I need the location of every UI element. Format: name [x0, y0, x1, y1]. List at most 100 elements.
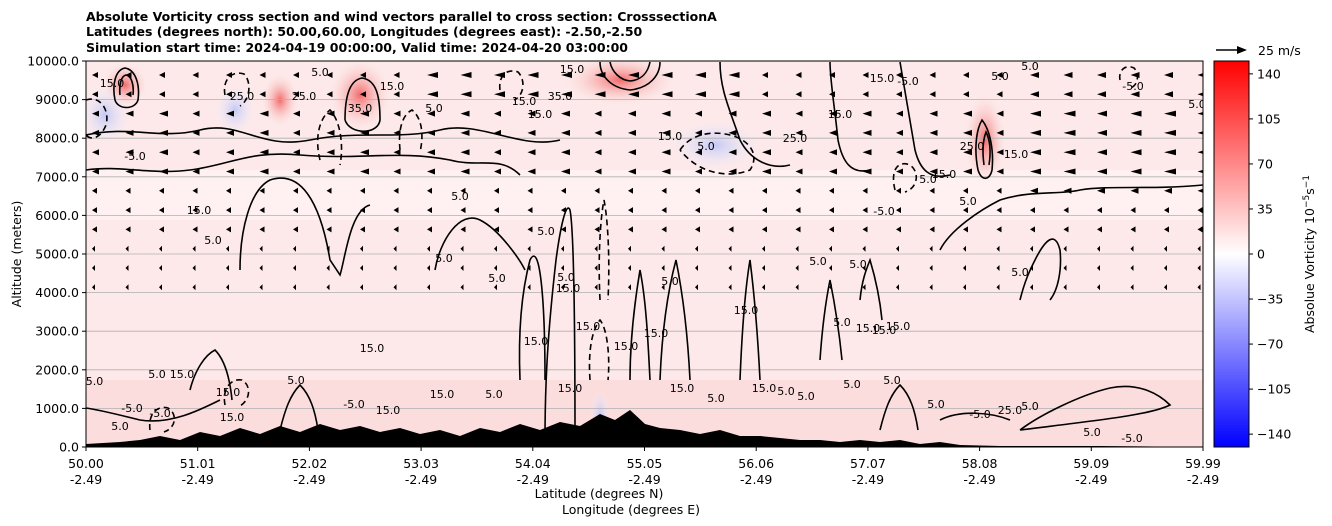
- y-tick-label: 0.0: [59, 440, 79, 455]
- wind-vector-arrow: [862, 129, 872, 136]
- wind-vector-arrow: [1030, 91, 1039, 98]
- wind-vector-arrow: [561, 284, 564, 291]
- wind-vector-arrow: [326, 187, 332, 194]
- contour-line-dashed: [588, 318, 610, 381]
- contour-label: 5.0: [843, 378, 861, 391]
- x-tick-label-lat: 59.09: [1073, 456, 1109, 471]
- wind-vector-arrow: [1130, 149, 1142, 156]
- wind-vector-arrow: [594, 226, 600, 233]
- wind-vector-arrow: [628, 226, 633, 233]
- contour-label: 5.0: [435, 252, 453, 265]
- wind-vector-arrow: [594, 187, 600, 194]
- wind-vector-arrow: [762, 226, 767, 233]
- wind-vector-arrow: [192, 245, 196, 252]
- contour-label: 5.0: [797, 390, 815, 403]
- vorticity-low-blob-55n: [670, 120, 760, 170]
- colorbar-tick-label: 35: [1257, 201, 1273, 216]
- wind-vector-arrow: [226, 72, 232, 78]
- wind-vector-arrow: [963, 284, 966, 291]
- contour-line: [86, 399, 221, 422]
- wind-vector-arrow: [527, 187, 533, 194]
- wind-vector-arrow: [159, 72, 165, 78]
- contour-label: -5.0: [149, 407, 170, 420]
- y-axis-ticks: 0.0 1000.0 2000.0 3000.0 4000.0 5000.0 6000.0 7…: [27, 54, 86, 455]
- x-tick-label-lon: -2.49: [293, 472, 325, 487]
- x-tick-label-lon: -2.49: [852, 472, 884, 487]
- wind-vector-arrow: [1197, 207, 1203, 214]
- wind-vector-arrow: [795, 129, 803, 136]
- wind-vector-arrow: [1130, 245, 1134, 252]
- wind-vector-arrow: [896, 72, 902, 78]
- wind-vector-arrow: [963, 245, 966, 252]
- contour-label: 5.0: [919, 173, 937, 186]
- wind-vector-arrow: [259, 72, 266, 78]
- wind-vector-arrow: [527, 265, 531, 271]
- wind-vector-arrow: [929, 245, 933, 252]
- wind-vector-arrow: [1197, 284, 1201, 291]
- wind-vector-arrow: [1063, 265, 1067, 271]
- wind-vector-arrow: [427, 187, 432, 194]
- wind-vector-arrow: [326, 207, 332, 214]
- wind-vector-arrow: [226, 91, 232, 98]
- contour-line: [659, 259, 691, 381]
- contour-line: [629, 269, 651, 381]
- contour-label: 5.0: [111, 420, 129, 433]
- wind-vector-arrow: [125, 265, 129, 271]
- wind-vector-arrow: [293, 187, 298, 194]
- contour-label: -5.0: [897, 75, 918, 88]
- x-tick-label-lon: -2.49: [1075, 472, 1107, 487]
- wind-vector-arrow: [393, 91, 400, 98]
- wind-vector-arrow: [192, 187, 198, 194]
- wind-vector-arrow: [1030, 284, 1033, 291]
- wind-vector-arrow: [1063, 226, 1069, 233]
- wind-vector-arrow: [896, 187, 901, 194]
- wind-vector-arrow: [862, 245, 866, 252]
- chart-title-line-3: Simulation start time: 2024-04-19 00:00:…: [86, 40, 628, 55]
- wind-vector-arrow: [762, 187, 767, 194]
- wind-vector-arrow: [728, 168, 737, 175]
- wind-vector-arrow: [326, 129, 335, 136]
- wind-vector-arrow: [494, 187, 499, 194]
- wind-vector-arrow: [561, 72, 572, 78]
- wind-vector-arrow: [1063, 187, 1072, 194]
- wind-vector-arrow: [1164, 129, 1176, 136]
- wind-vector-arrow: [92, 72, 98, 78]
- wind-vector-arrow: [795, 149, 803, 156]
- wind-vector-arrow: [393, 149, 401, 156]
- wind-vector-arrow: [929, 226, 935, 233]
- wind-vector-arrow: [92, 245, 95, 252]
- wind-vector-arrow: [795, 72, 802, 78]
- quiver-key-arrow-head: [1237, 46, 1247, 54]
- wind-vector-arrow: [695, 110, 702, 117]
- wind-vector-arrow: [762, 265, 765, 271]
- wind-vector-arrow: [326, 284, 330, 291]
- wind-vector-arrow: [192, 129, 200, 136]
- wind-vector-arrow: [259, 207, 265, 214]
- wind-vector-arrow: [1063, 91, 1073, 98]
- wind-vector-arrow: [963, 110, 972, 117]
- wind-vector-arrow: [1030, 129, 1041, 136]
- wind-vector-arrow: [159, 129, 168, 136]
- wind-vector-arrow: [159, 284, 162, 291]
- wind-vector-arrow: [996, 245, 1000, 252]
- wind-vector-arrow: [594, 129, 602, 136]
- contour-line: [518, 255, 546, 381]
- contour-line: [899, 61, 951, 177]
- wind-vector-arrow: [1097, 207, 1102, 214]
- contour-label: 15.0: [524, 335, 549, 348]
- contour-label: 25.0: [230, 90, 255, 103]
- x-tick-label-lat: 52.02: [292, 456, 328, 471]
- colorbar-tick-label: −105: [1257, 382, 1291, 397]
- wind-vector-arrow: [628, 110, 636, 117]
- wind-vector-arrow: [829, 72, 835, 78]
- y-tick-label: 3000.0: [35, 324, 79, 339]
- wind-vector-arrow: [929, 91, 936, 98]
- wind-vector-arrow: [293, 72, 299, 78]
- colorbar-label: Absolue Vorticity 10−5s−1: [1302, 175, 1317, 333]
- wind-vector-arrow: [494, 168, 501, 175]
- contour-label: 15.0: [932, 168, 957, 181]
- contour-label: 5.0: [927, 398, 945, 411]
- wind-vector-arrow: [795, 245, 799, 252]
- wind-vector-arrow: [1197, 245, 1201, 252]
- wind-vector-arrow: [1030, 226, 1035, 233]
